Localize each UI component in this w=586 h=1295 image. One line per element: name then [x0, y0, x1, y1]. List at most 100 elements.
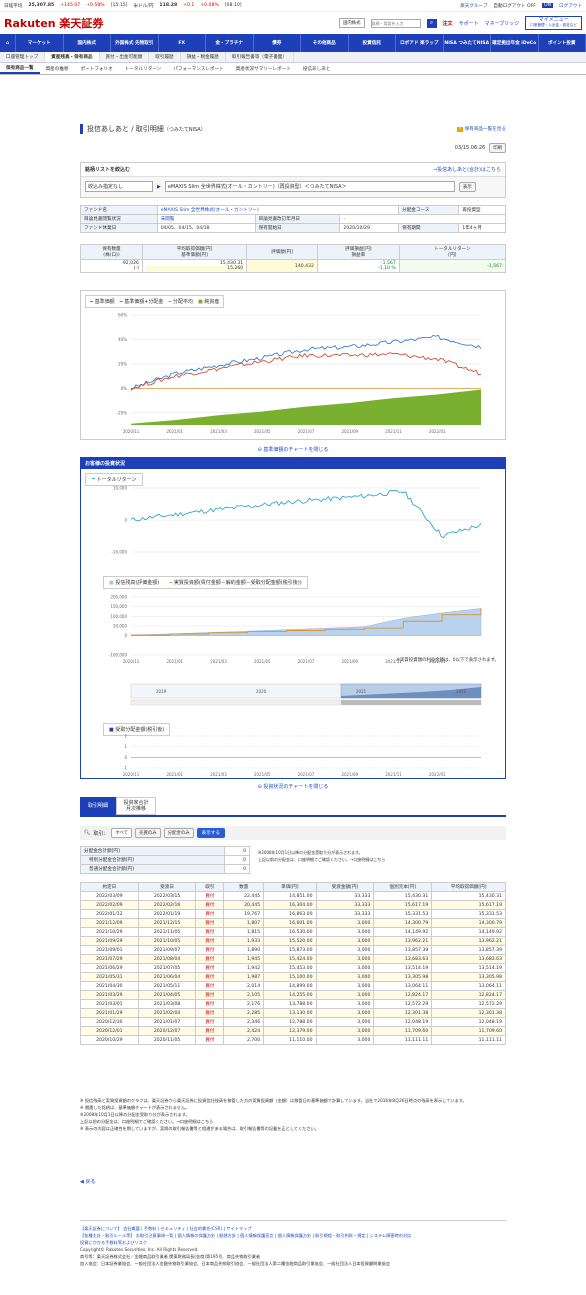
print-button[interactable]: 印刷 [489, 143, 506, 153]
footer-risk[interactable]: 投資にかかる手数料等およびリスク [80, 1240, 148, 1245]
table-cell: 15,430.31 [431, 891, 506, 901]
subnav-3[interactable]: 取引履歴 [149, 52, 181, 62]
footer-rules[interactable]: 【各種主計・取引ルール等】 お取引注意事項一覧 | 個人情報の保護方針 | 勧誘… [80, 1233, 412, 1238]
nav-fund[interactable]: 投資信託 [349, 34, 396, 52]
range-selector[interactable]: 2019 2020 2021 2022 [81, 682, 505, 708]
footer-company: 商号等：楽天証券株式会社／金融商品取引業者 関東財務局長(金商)第195号、商品… [80, 1254, 261, 1259]
transaction-filter: 🔍︎ 取引： すべて 売買のみ 分配金のみ 表示する [80, 826, 506, 840]
table-cell: 2021/04/30 [80, 981, 139, 991]
nav-nisa[interactable]: NISA つみたてNISA [444, 34, 491, 52]
subnav2-1[interactable]: 資産の推移 [45, 66, 69, 72]
close-nav-chart[interactable]: ⊖ 基準価額のチャートを閉じる [80, 446, 506, 453]
subnav-0[interactable]: 口座管理トップ [0, 52, 46, 62]
tr-legend-text: トータルリターン [96, 477, 137, 483]
search-icon[interactable]: ⌕ [426, 18, 437, 28]
subnav2-0[interactable]: 保有商品一覧 [0, 63, 40, 74]
total-link[interactable]: →投信あしあと(合計)はこちら [432, 167, 501, 173]
logout-link[interactable]: ログアウト [559, 3, 582, 9]
div-legend-text: 受取分配金額(税引後) [115, 727, 165, 733]
mymenu-button[interactable]: マイメニュー 口座管理・入出金・設定など [525, 16, 582, 30]
filter-all[interactable]: すべて [111, 828, 133, 838]
nav-other[interactable]: その他商品 [301, 34, 349, 52]
table-row: 2022/01/12 2022/01/19 買付 19,767 16,863.00 33,… [80, 909, 506, 919]
divsum-note-2: 上記以前の分配金は、口座明細でご確認ください。→口座明細はこちら [258, 857, 386, 862]
nav-ideco[interactable]: 確定拠出年金 iDeCo [491, 34, 539, 52]
search-select[interactable]: 国内株式 [338, 18, 365, 28]
nav-foreign-stock[interactable]: 外国株式 先物取引 [111, 34, 159, 52]
table-cell: 2021/02/04 [137, 1008, 197, 1018]
table-cell: 1,942 [223, 963, 265, 973]
x-tick-label: 2022/01 [429, 772, 446, 777]
table-row: 2021/01/29 2021/02/04 買付 2,285 13,130.00 3,00… [80, 1008, 506, 1018]
table-cell: 2,424 [223, 1026, 265, 1036]
home-icon[interactable]: ⌂ [0, 34, 16, 52]
moneybridge-button[interactable]: マネーブリッジ [484, 20, 520, 27]
fund-name[interactable]: eMAXIS Slim 全世界株式(オール・カントリー) [156, 205, 400, 215]
back-link[interactable]: ◀ 戻る [80, 1178, 95, 1185]
help-link[interactable]: ? 保有商品一覧を見る [456, 126, 506, 132]
inv-legend-2-text: 実質投資額(買付金額－解約金額－受取分配金額(税引後)) [173, 580, 302, 586]
doc-value: - [339, 214, 506, 224]
div-legend: ■ 受取分配金額(税引後) [103, 723, 171, 736]
table-cell: 3,000 [315, 1017, 375, 1027]
subnav-4[interactable]: 損益・税金履歴 [181, 52, 226, 62]
filter-buy[interactable]: 売買のみ [135, 828, 161, 838]
filter-panel: 銘柄リストを絞込む →投信あしあと(合計)はこちら 絞込み指定なし ▶ eMAX… [80, 162, 506, 198]
subnav2-5[interactable]: 資産状況サマリーレポート [235, 66, 291, 72]
nav-bond[interactable]: 債券 [254, 34, 301, 52]
filter-div[interactable]: 分配金のみ [163, 828, 194, 838]
holiday-value: 04/05、04/15、04/18 [156, 223, 256, 233]
autologout-on[interactable]: ON [541, 3, 554, 8]
subnav2-3[interactable]: トータルリターン [124, 66, 162, 72]
subnav-1[interactable]: 資産残高・保有商品 [45, 52, 100, 62]
view-value[interactable]: 未閲覧 [156, 214, 256, 224]
show-button[interactable]: 表示する [196, 828, 226, 838]
filter-select-1[interactable]: 絞込み指定なし [85, 181, 153, 192]
close-status-chart[interactable]: ⊖ 投資状況のチャートを閉じる [80, 783, 506, 790]
tab-transactions[interactable]: 取引明細 [80, 797, 117, 815]
rakuten-logo[interactable]: Rakuten 楽天証券 [4, 17, 104, 30]
note-4: ※ 表示の内容は正確性を期していますが、実際の取引報告書等と相違がある場合は、取… [80, 1126, 319, 1131]
table-cell: 22,445 [223, 891, 265, 901]
table-row: 2020/12/01 2020/12/07 買付 2,424 12,379.00 3,00… [80, 1026, 506, 1036]
subnav2-2[interactable]: ポートフォリオ [80, 66, 113, 72]
nav-point[interactable]: ポイント投資 [539, 34, 586, 52]
support-button[interactable]: サポート [458, 20, 479, 27]
subnav2-4[interactable]: パフォーマンスレポート [173, 66, 224, 72]
filter-show-button[interactable]: 表示 [458, 181, 476, 192]
table-cell: 2021/04/05 [137, 990, 197, 1000]
x-tick-label: 2022/01 [429, 659, 446, 664]
question-icon: ? [456, 127, 464, 132]
table-cell: 3,000 [315, 954, 375, 964]
footer-about[interactable]: 【楽天証券について】 会社概要 | 手数料 | セキュリティ | 社会的責任(C… [80, 1226, 252, 1231]
subnav-2[interactable]: 買付・出金可能額 [100, 52, 150, 62]
table-cell: 3,000 [315, 1008, 375, 1018]
page-title-text: 投信あしあと / 取引明細 [87, 125, 164, 133]
net-assets-area [131, 389, 481, 425]
table-cell: 2022/01/12 [80, 909, 139, 919]
order-button[interactable]: 注文 [442, 20, 453, 27]
table-cell: 買付 [195, 1017, 225, 1027]
avg-value: 15,430.31 [219, 261, 244, 266]
nav-market[interactable]: マーケット [16, 34, 64, 52]
nav-chart-panel: ━ 基準価額 ━ 基準価額+分配金 ━ 分配平均 ■ 純資産 60% 40% 20%… [80, 290, 506, 440]
y-tick-label: 0% [121, 386, 128, 391]
range-year-label: 2019 [156, 689, 167, 694]
nav-robo[interactable]: ロボアド 楽ラップ [396, 34, 444, 52]
group-link[interactable]: 楽天グループ [460, 3, 488, 9]
nav-jp-stock[interactable]: 国内株式 [64, 34, 111, 52]
table-cell: 12,824.17 [373, 990, 433, 1000]
subnav-5[interactable]: 取引報告書等（電子書面） [226, 52, 294, 62]
x-tick-label: 2021/01 [166, 659, 183, 664]
search-input[interactable] [370, 18, 421, 28]
subnav2-6[interactable]: 投信あしあと [302, 66, 331, 72]
table-cell: 2020/12/07 [137, 1026, 197, 1036]
tab-monthly[interactable]: 投資家合計 月次推移 [116, 797, 157, 815]
nav-chart: 60% 40% 20% 0% -20% 2020/11 2021/01 2021/03 2021… [117, 313, 482, 434]
table-cell: 33,333 [315, 900, 375, 910]
nav-fx[interactable]: FX [159, 34, 206, 52]
filter-select-2[interactable]: eMAXIS Slim 全世界株式(オール・カントリー)（再投資型）＜つみたてN… [164, 181, 455, 192]
nav-gold[interactable]: 金・プラチナ [206, 34, 254, 52]
autologout-toggle[interactable]: 自動ログアウト OFF [493, 3, 536, 9]
table-cell: 買付 [195, 963, 225, 973]
